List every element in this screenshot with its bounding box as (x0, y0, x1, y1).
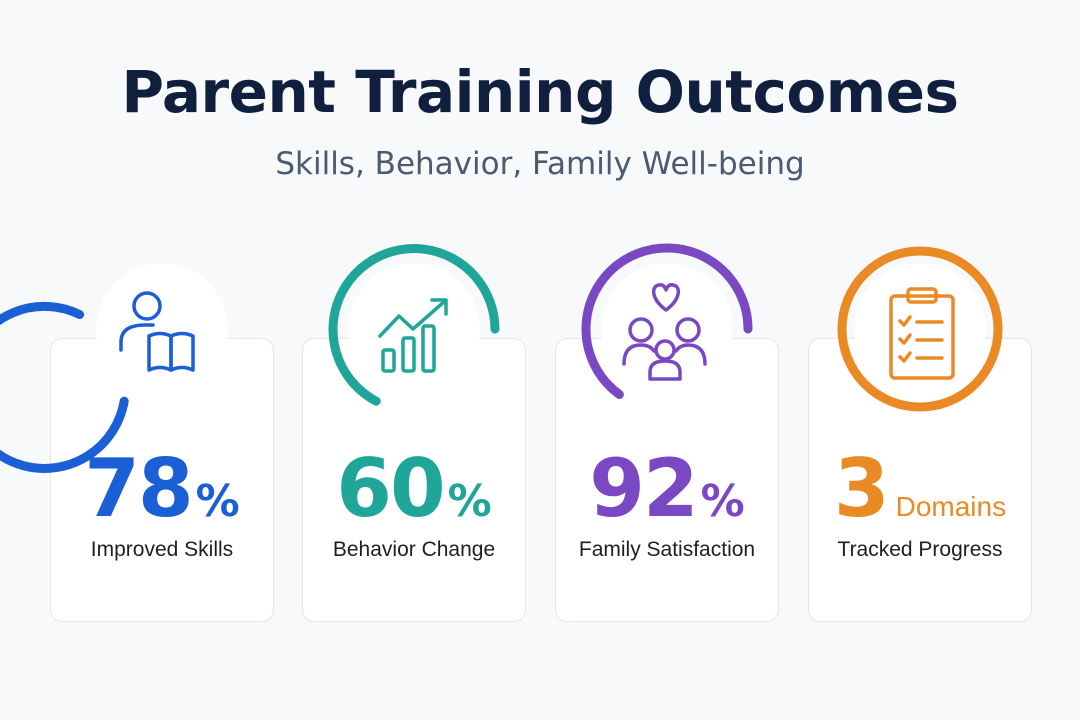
stat-label-behavior-change: Behavior Change (332, 538, 496, 561)
stat-unit: % (195, 476, 240, 527)
stat-value-behavior-change: 60% (302, 442, 526, 535)
stat-value-family-satisfaction: 92% (555, 442, 779, 535)
stat-number: 92 (589, 442, 698, 535)
stat-unit: % (447, 476, 492, 527)
stat-number: 3 (833, 442, 890, 535)
stat-ring-behavior-change (328, 244, 500, 412)
stat-value-improved-skills: 78% (50, 442, 274, 535)
stat-number: 78 (84, 442, 193, 535)
stat-card-tracked-progress (808, 338, 1032, 622)
stat-ring-family-satisfaction (581, 243, 753, 412)
stat-label-tracked-progress: Tracked Progress (837, 538, 1003, 561)
checklist-clipboard-icon (889, 287, 955, 380)
family-heart-icon (622, 283, 707, 381)
stat-unit: Domains (895, 491, 1007, 522)
stat-ring-tracked-progress (837, 246, 1003, 412)
parent-reading-book-icon (119, 291, 195, 372)
page-title: Parent Training Outcomes (121, 58, 959, 126)
stat-label-family-satisfaction: Family Satisfaction (578, 538, 756, 561)
stat-number: 60 (336, 442, 445, 535)
stat-unit: % (700, 476, 745, 527)
page-subtitle: Skills, Behavior, Family Well-being (275, 146, 805, 182)
stat-value-tracked-progress: 3 Domains (808, 442, 1032, 535)
stat-label-improved-skills: Improved Skills (90, 538, 234, 561)
stat-ring-improved-skills (0, 246, 245, 473)
rising-bar-chart-icon (378, 298, 448, 373)
